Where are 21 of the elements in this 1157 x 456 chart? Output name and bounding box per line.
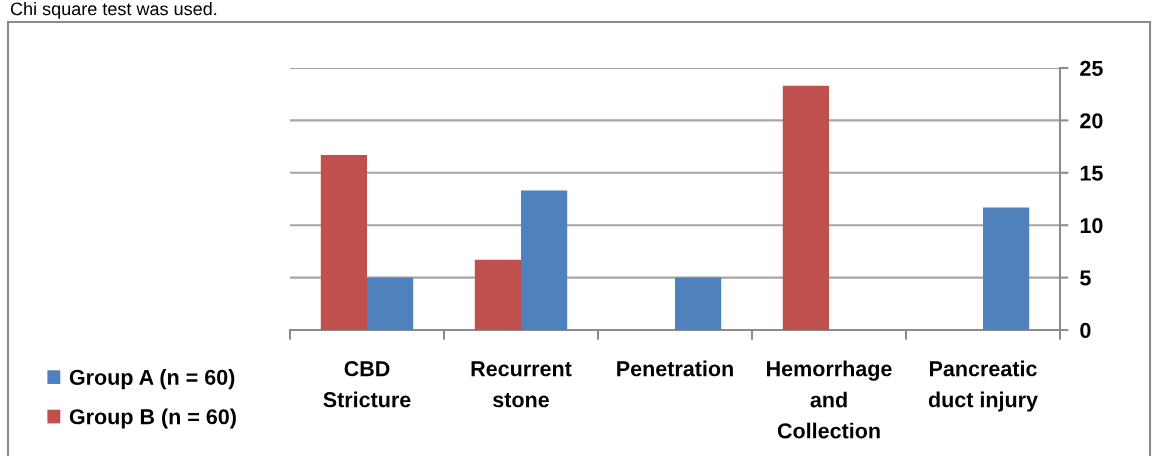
y-tick-label: 0 — [1080, 322, 1091, 339]
x-tick-label: Recurrent stone — [471, 361, 572, 408]
y-tick-label: 25 — [1080, 60, 1103, 77]
y-tick-label: 10 — [1080, 217, 1103, 234]
bar — [367, 277, 414, 330]
bar — [474, 259, 521, 330]
y-tick-label: 15 — [1080, 165, 1103, 181]
x-tick-label: Penetration — [617, 360, 733, 377]
x-tick-label: CBD Stricture — [323, 361, 411, 408]
y-tick-label: 5 — [1080, 270, 1091, 286]
text: Chi square test was used. — [10, 2, 217, 19]
bar — [320, 154, 367, 330]
x-tick-label: Hemorrhage and Collection — [767, 360, 892, 439]
legend-label: Group A (n = 60) — [69, 369, 235, 390]
bar — [983, 207, 1030, 330]
legend-label: Group B (n = 60) — [69, 408, 236, 429]
bar — [521, 190, 568, 330]
x-tick-label: Pancreatic duct injury — [928, 360, 1038, 412]
bar — [675, 277, 722, 330]
bar — [782, 85, 829, 330]
y-tick-label: 20 — [1080, 113, 1103, 129]
